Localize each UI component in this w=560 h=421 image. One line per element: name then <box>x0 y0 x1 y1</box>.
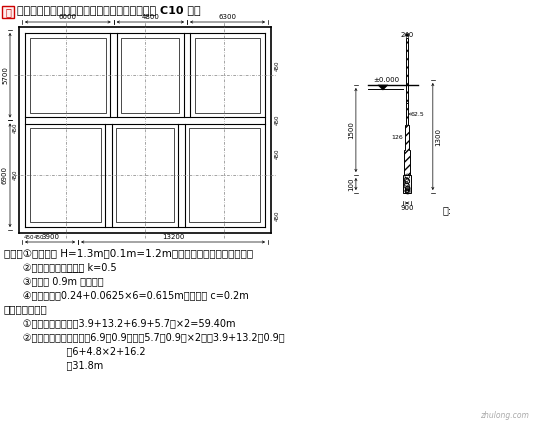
Text: 62.5: 62.5 <box>411 112 425 117</box>
Text: ④砖基础宽＝0.24+0.0625×6=0.615m，工作面 c=0.2m: ④砖基础宽＝0.24+0.0625×6=0.615m，工作面 c=0.2m <box>4 290 249 300</box>
Text: 解:: 解: <box>443 205 452 215</box>
Bar <box>189 128 260 222</box>
Text: zhulong.com: zhulong.com <box>480 410 529 419</box>
Text: 4800: 4800 <box>142 14 159 20</box>
Text: 100: 100 <box>348 177 354 191</box>
Text: 450: 450 <box>274 61 279 71</box>
Text: 240: 240 <box>400 32 414 38</box>
Text: 450: 450 <box>274 115 279 125</box>
Text: 沟槽长度计算：: 沟槽长度计算： <box>4 304 48 314</box>
Text: 450: 450 <box>274 211 279 221</box>
Text: 450: 450 <box>24 235 35 240</box>
Text: 450: 450 <box>34 235 44 240</box>
FancyBboxPatch shape <box>2 6 14 18</box>
Bar <box>30 128 101 222</box>
Text: 450: 450 <box>274 149 279 159</box>
Bar <box>403 175 411 193</box>
Polygon shape <box>404 103 410 175</box>
Text: 450: 450 <box>12 123 17 133</box>
Bar <box>194 37 260 113</box>
Bar <box>30 37 106 113</box>
Text: ＝31.8m: ＝31.8m <box>4 360 103 370</box>
Text: 6000: 6000 <box>59 14 77 20</box>
Text: 3900: 3900 <box>41 234 59 240</box>
Text: 例: 例 <box>5 7 11 17</box>
Text: 1500: 1500 <box>348 121 354 139</box>
Text: ①外墙中心线长＝（3.9+13.2+6.9+5.7）×2=59.40m: ①外墙中心线长＝（3.9+13.2+6.9+5.7）×2=59.40m <box>4 318 236 328</box>
Text: 450: 450 <box>12 170 17 181</box>
Text: 126: 126 <box>391 135 403 140</box>
Bar <box>122 37 179 113</box>
Text: ＝6+4.8×2+16.2: ＝6+4.8×2+16.2 <box>4 346 146 356</box>
Text: ：计算人工挖沟槽土方，土质类别为二类，垫层 C10 砼。: ：计算人工挖沟槽土方，土质类别为二类，垫层 C10 砼。 <box>17 5 200 15</box>
Text: ③垒层宽 0.9m 原槽浇灌: ③垒层宽 0.9m 原槽浇灌 <box>4 276 104 286</box>
Text: 分析：①开挜深度 H=1.3m－0.1m=1.2m达到一、二类土放坡起点深度: 分析：①开挜深度 H=1.3m－0.1m=1.2m达到一、二类土放坡起点深度 <box>4 248 253 258</box>
Text: 5700: 5700 <box>2 66 8 84</box>
Text: 6900: 6900 <box>2 166 8 184</box>
Bar <box>116 128 174 222</box>
Polygon shape <box>378 85 388 90</box>
Polygon shape <box>406 38 408 103</box>
Text: ②一、二类土放坡系数 k=0.5: ②一、二类土放坡系数 k=0.5 <box>4 262 116 272</box>
Text: 900: 900 <box>400 205 414 211</box>
Text: 13200: 13200 <box>162 234 184 240</box>
Text: 1300: 1300 <box>435 128 441 146</box>
Text: ±0.000: ±0.000 <box>373 77 399 83</box>
Text: ②内墙基础垒层净长＝（6.9－0.9）＋（5.7－0.9）×2＋（3.9+13.2－0.9）: ②内墙基础垒层净长＝（6.9－0.9）＋（5.7－0.9）×2＋（3.9+13.… <box>4 332 284 342</box>
Text: 6300: 6300 <box>218 14 236 20</box>
